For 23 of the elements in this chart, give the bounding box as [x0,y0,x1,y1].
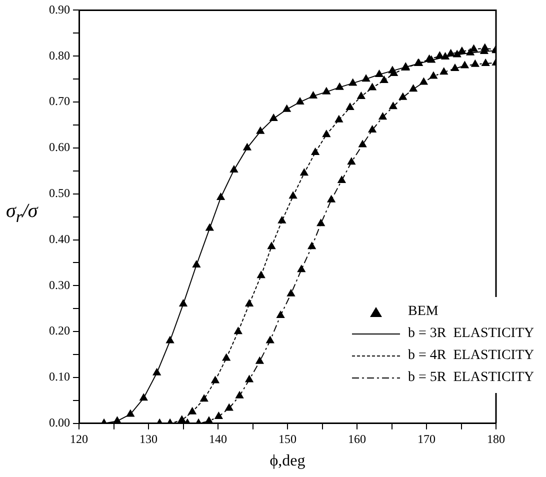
x-tick-label: 170 [418,432,436,446]
y-tick-label: 0.20 [49,324,70,338]
x-tick-label: 120 [70,432,88,446]
x-tick-label: 130 [140,432,158,446]
legend-label: b = 4R ELASTICITY [408,348,534,364]
y-tick-label: 0.30 [49,278,70,292]
y-tick-label: 0.40 [49,232,70,246]
x-tick-label: 150 [278,432,296,446]
y-tick-label: 0.80 [49,48,70,62]
legend-label: BEM [408,304,438,320]
legend-label: b = 3R ELASTICITY [408,326,534,342]
y-tick-label: 0.10 [49,370,70,384]
y-tick-label: 0.50 [49,186,70,200]
y-tick-label: 0.90 [49,2,70,16]
y-tick-label: 0.60 [49,140,70,154]
y-tick-label: 0.70 [49,94,70,108]
y-axis-title: σ$_{r}$/σ [6,200,38,227]
x-axis-title: ϕ,deg [270,452,306,470]
y-tick-label: 0.00 [49,416,70,430]
x-tick-label: 160 [348,432,366,446]
x-tick-label: 140 [209,432,227,446]
x-tick-label: 180 [487,432,505,446]
legend-label: b = 5R ELASTICITY [408,370,534,386]
